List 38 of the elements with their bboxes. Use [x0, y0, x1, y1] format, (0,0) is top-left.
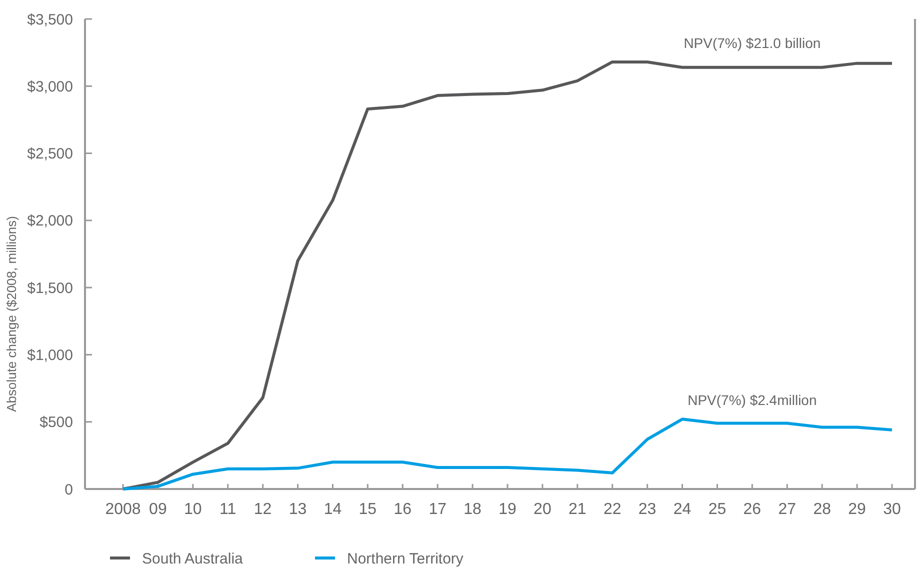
y-tick-label: $3,000 — [27, 78, 73, 96]
annotation: NPV(7%) $21.0 billion — [684, 34, 821, 51]
x-tick-label: 19 — [498, 501, 516, 518]
legend-label: South Australia — [142, 550, 244, 568]
x-tick-label: 26 — [743, 501, 762, 518]
x-tick-label: 28 — [813, 501, 832, 518]
x-tick-label: 30 — [883, 501, 901, 518]
y-tick-label: $3,500 — [27, 11, 73, 28]
line-series — [122, 60, 894, 490]
y-tick-label: $1,500 — [27, 280, 73, 297]
x-tick-label: 14 — [324, 501, 342, 518]
x-tick-label: 16 — [394, 501, 412, 518]
annotation: NPV(7%) $2.4million — [688, 392, 817, 408]
legend-label: Northern Territory — [347, 550, 464, 568]
x-tick-label: 09 — [149, 501, 167, 518]
x-tick-label: 20 — [534, 501, 552, 518]
x-tick-label: 22 — [603, 501, 622, 518]
x-tick-label: 17 — [428, 501, 447, 518]
x-tick-label: 18 — [464, 501, 482, 518]
y-tick-label: $2,000 — [27, 212, 73, 230]
x-tick-label: 25 — [708, 501, 726, 518]
y-axis-title: Absolute change ($2008, millions) — [4, 216, 19, 412]
x-tick-label: 24 — [673, 501, 692, 518]
x-tick-label: 10 — [184, 501, 202, 518]
x-tick-label: 27 — [778, 501, 796, 518]
x-tick-label: 23 — [638, 501, 656, 518]
x-tick-label: 2008 — [105, 501, 141, 518]
x-tick-label: 11 — [220, 501, 236, 518]
x-tick-label: 21 — [568, 501, 586, 518]
y-tick-label: $1,000 — [27, 346, 73, 364]
line-series — [122, 418, 894, 490]
x-tick-label: 12 — [254, 501, 272, 518]
x-tick-label: 29 — [848, 501, 866, 518]
y-tick-label: 0 — [64, 481, 73, 498]
y-tick-label: $2,500 — [27, 146, 73, 163]
x-tick-label: 13 — [288, 501, 307, 518]
x-tick-label: 15 — [358, 501, 377, 518]
y-tick-label: $500 — [40, 414, 73, 432]
